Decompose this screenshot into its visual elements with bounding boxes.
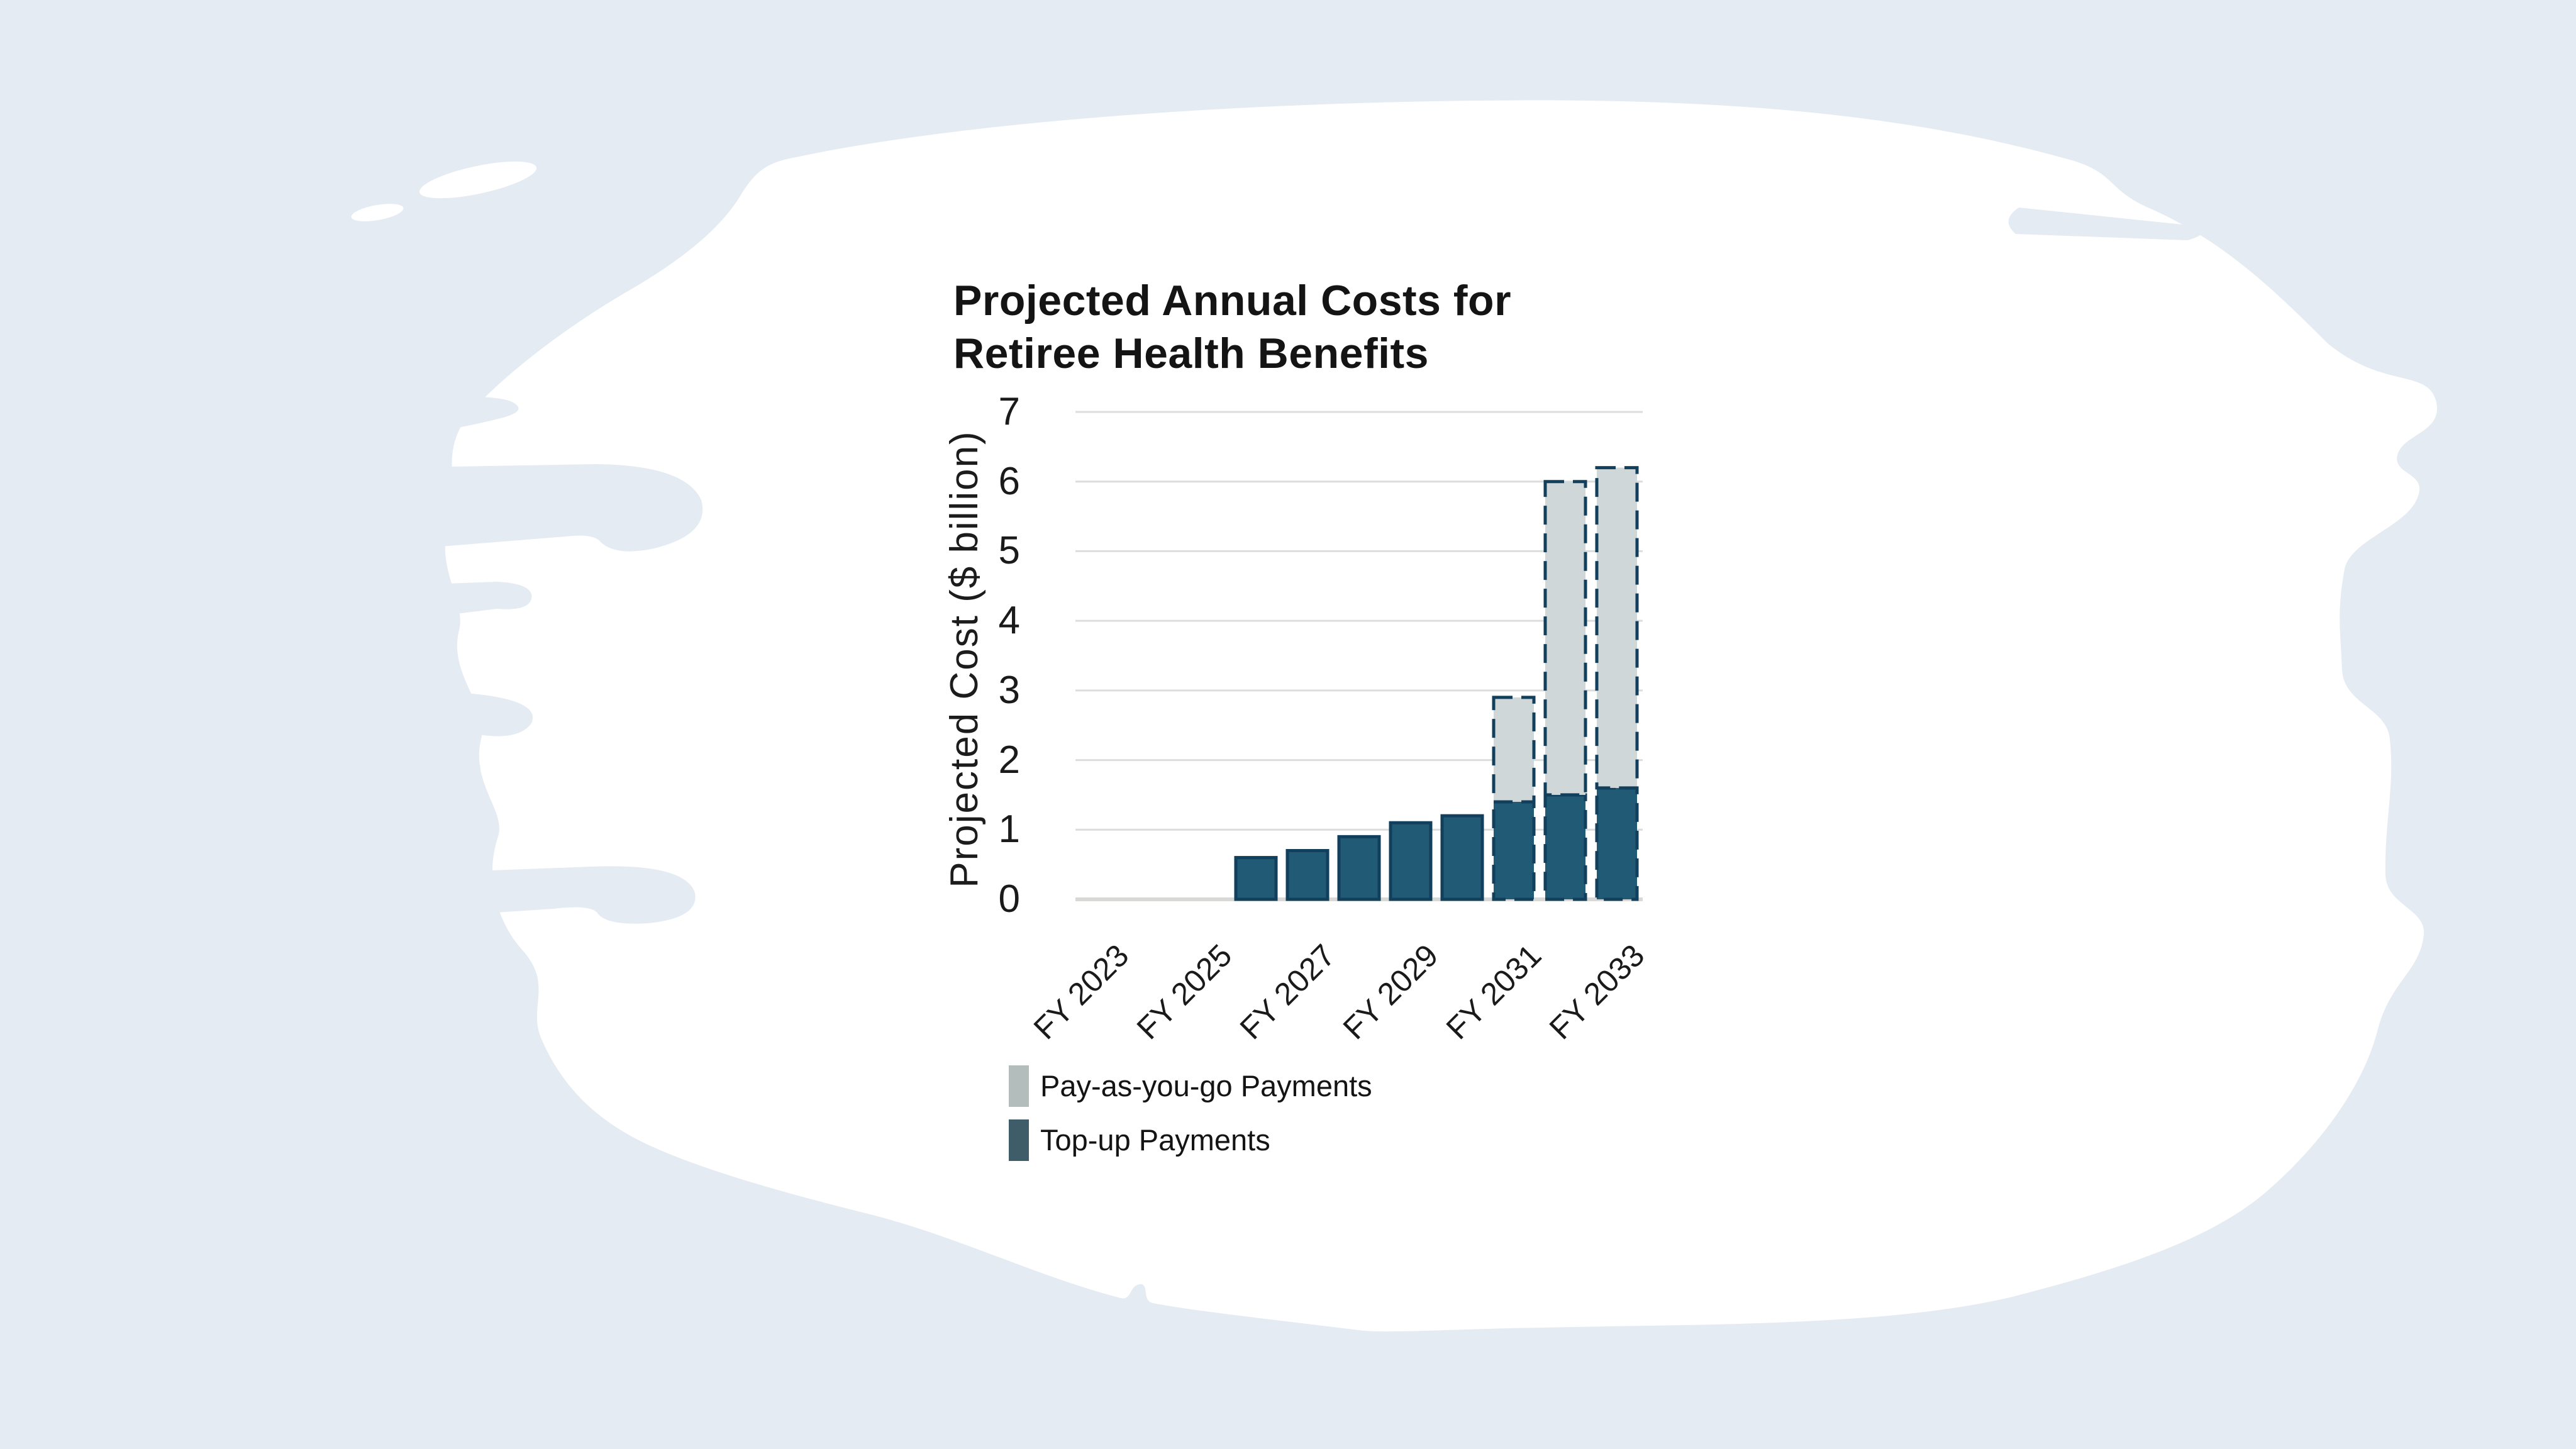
y-tick-label-7: 7: [998, 390, 1020, 433]
chart-title-line-2: Retiree Health Benefits: [953, 330, 1429, 377]
y-tick-label-1: 1: [998, 808, 1020, 852]
legend-label: Pay-as-you-go Payments: [1040, 1069, 1372, 1102]
bar-top-up-FY 2027: [1285, 849, 1330, 901]
bar-top-up-FY 2031: [1492, 800, 1536, 901]
bar-pay-as-you-go-FY 2032: [1543, 480, 1587, 797]
legend-row: Pay-as-you-go Payments: [1009, 1065, 1372, 1107]
y-tick-label-5: 5: [998, 529, 1020, 573]
bar-top-up-FY 2030: [1440, 814, 1484, 901]
bar-top-up-FY 2029: [1389, 821, 1433, 901]
legend-label: Top-up Payments: [1040, 1123, 1270, 1157]
bars: [1234, 466, 1639, 901]
legend-swatch-icon: [1009, 1065, 1029, 1107]
legend-row: Top-up Payments: [1009, 1119, 1372, 1161]
chart-legend: Pay-as-you-go Payments Top-up Payments: [1009, 1065, 1372, 1161]
y-tick-label-6: 6: [998, 459, 1020, 503]
bar-pay-as-you-go-FY 2031: [1492, 696, 1536, 804]
y-tick-label-4: 4: [998, 599, 1020, 643]
bar-top-up-FY 2028: [1337, 835, 1381, 901]
y-tick-label-2: 2: [998, 738, 1020, 782]
chart-title-line-1: Projected Annual Costs for: [953, 277, 1512, 325]
bar-pay-as-you-go-FY 2033: [1595, 466, 1639, 790]
y-tick-label-3: 3: [998, 668, 1020, 712]
legend-swatch-icon: [1009, 1119, 1029, 1161]
bar-top-up-FY 2033: [1595, 786, 1639, 901]
y-tick-label-0: 0: [998, 877, 1020, 921]
bar-top-up-FY 2026: [1234, 856, 1278, 901]
bar-top-up-FY 2032: [1543, 793, 1587, 901]
chart-title: Projected Annual Costs for Retiree Healt…: [953, 274, 1511, 380]
